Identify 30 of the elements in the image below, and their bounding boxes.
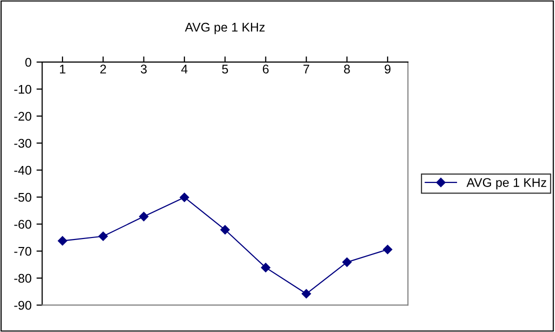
x-tick-label: 9 — [384, 64, 390, 74]
chart-title: AVG pe 1 KHz — [184, 22, 265, 34]
y-tick-label: 0 — [25, 58, 32, 67]
x-tick-label: 8 — [344, 64, 350, 74]
point — [180, 192, 190, 202]
point — [58, 236, 68, 246]
point — [139, 212, 148, 222]
y-tick-label: -70 — [14, 246, 32, 256]
x-tick-label: 6 — [262, 64, 269, 74]
point — [261, 262, 270, 272]
x-tick-label: 3 — [140, 64, 147, 74]
x-tick-label: 4 — [181, 64, 188, 74]
x-tick-label: 7 — [303, 64, 310, 74]
legend-label: AVG pe 1 KHz — [466, 178, 546, 190]
y-tick-label: -60 — [14, 220, 32, 229]
y-tick-label: -50 — [14, 192, 32, 202]
point — [220, 225, 230, 234]
y-tick-label: -30 — [14, 138, 32, 148]
x-tick-label: 2 — [100, 64, 106, 74]
y-tick-label: -80 — [14, 274, 32, 283]
point — [98, 232, 108, 241]
y-tick-label: -10 — [14, 84, 32, 94]
y-tick-label: -90 — [14, 300, 32, 310]
y-tick-label: -20 — [14, 112, 32, 121]
x-tick-label: 5 — [222, 64, 228, 74]
point — [342, 258, 352, 267]
point — [382, 244, 392, 254]
x-tick-label: 1 — [60, 64, 66, 74]
point — [302, 289, 311, 298]
y-tick-label: -40 — [14, 166, 32, 175]
